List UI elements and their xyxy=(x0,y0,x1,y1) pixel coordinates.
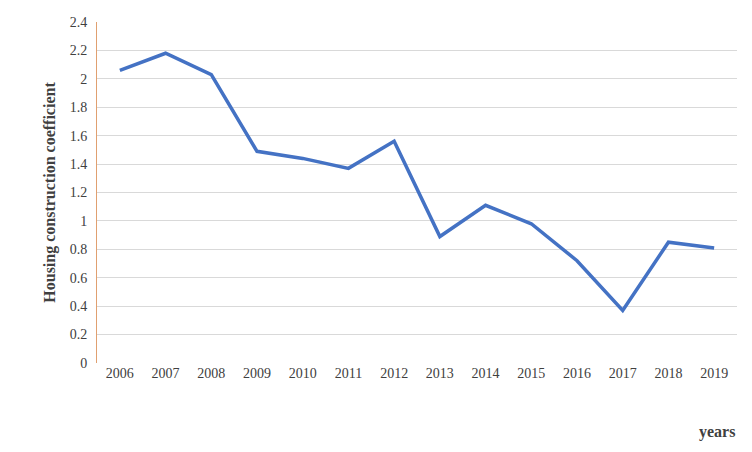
svg-text:2008: 2008 xyxy=(197,366,225,381)
svg-text:2009: 2009 xyxy=(243,366,271,381)
svg-text:0.2: 0.2 xyxy=(70,327,88,342)
svg-text:0.8: 0.8 xyxy=(70,242,88,257)
svg-text:2006: 2006 xyxy=(106,366,134,381)
svg-text:2011: 2011 xyxy=(335,366,362,381)
svg-text:2014: 2014 xyxy=(472,366,500,381)
svg-text:2019: 2019 xyxy=(700,366,728,381)
svg-text:2012: 2012 xyxy=(380,366,408,381)
svg-text:0: 0 xyxy=(80,356,87,371)
svg-text:1: 1 xyxy=(80,214,87,229)
svg-text:years: years xyxy=(699,423,735,441)
svg-text:2.2: 2.2 xyxy=(70,43,88,58)
svg-text:1.2: 1.2 xyxy=(70,185,88,200)
svg-text:1.4: 1.4 xyxy=(70,157,88,172)
svg-text:2018: 2018 xyxy=(654,366,682,381)
svg-text:2016: 2016 xyxy=(563,366,591,381)
svg-text:Housing construction coefficie: Housing construction coefficient xyxy=(41,82,59,303)
svg-text:1.6: 1.6 xyxy=(70,129,88,144)
svg-text:2.4: 2.4 xyxy=(70,15,88,30)
svg-text:2010: 2010 xyxy=(289,366,317,381)
svg-text:0.6: 0.6 xyxy=(70,271,88,286)
svg-text:2015: 2015 xyxy=(517,366,545,381)
svg-text:2017: 2017 xyxy=(609,366,637,381)
svg-text:2013: 2013 xyxy=(426,366,454,381)
svg-text:0.4: 0.4 xyxy=(70,299,88,314)
svg-text:2: 2 xyxy=(80,72,87,87)
svg-text:2007: 2007 xyxy=(152,366,180,381)
svg-text:1.8: 1.8 xyxy=(70,100,88,115)
